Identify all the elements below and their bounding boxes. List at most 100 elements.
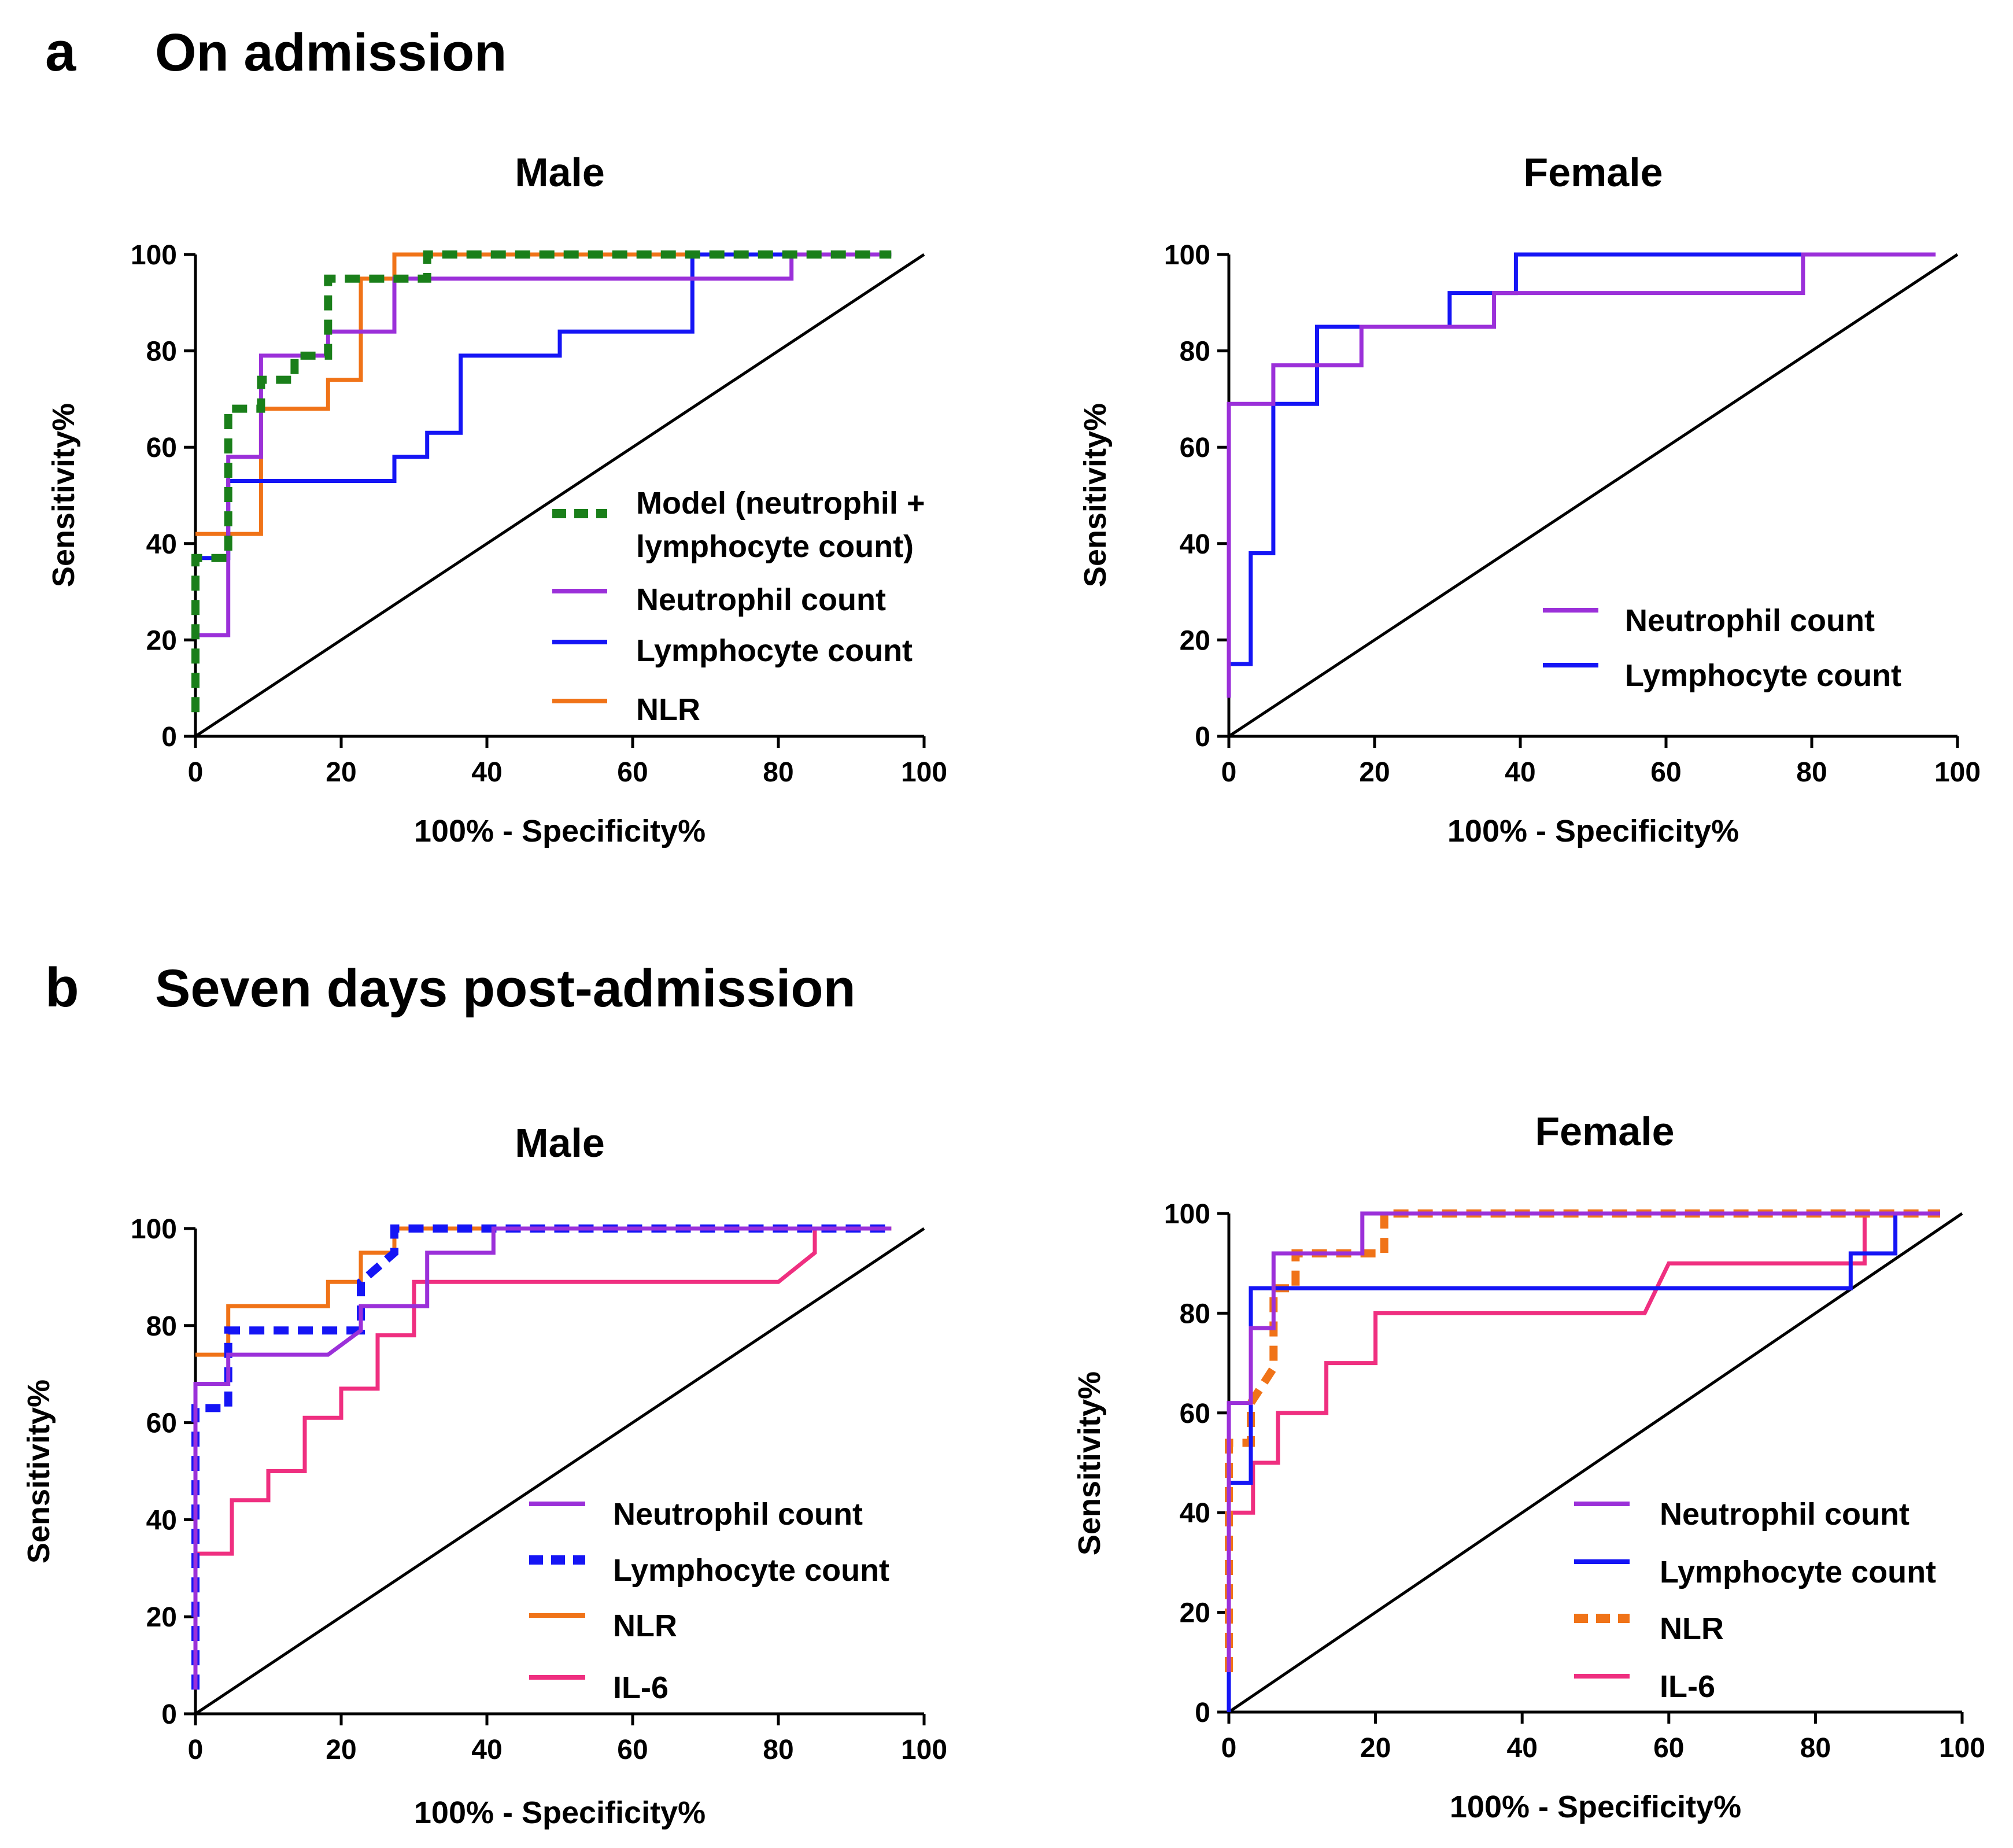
series-line-lymphocyte-count bbox=[195, 252, 892, 560]
y-tick-label: 100 bbox=[1164, 1199, 1210, 1230]
y-axis-label: Sensitivity% bbox=[1072, 1371, 1107, 1555]
x-tick-label: 0 bbox=[1221, 757, 1237, 788]
series-line-nlr bbox=[195, 1226, 892, 1357]
series-line-nlr bbox=[1225, 1209, 1940, 1672]
reference-diagonal bbox=[194, 253, 925, 738]
series-line-model-neutrophil-lymphocyte-count bbox=[191, 250, 892, 713]
x-tick-label: 100 bbox=[901, 1735, 947, 1765]
y-tick-label: 0 bbox=[161, 722, 177, 753]
series-line-neutrophil-count bbox=[1227, 1211, 1940, 1672]
x-tick-label: 80 bbox=[763, 1735, 793, 1765]
legend-label: Neutrophil count bbox=[613, 1497, 863, 1532]
y-tick-label: 0 bbox=[1195, 1698, 1210, 1728]
reference-diagonal bbox=[1228, 253, 1959, 738]
y-tick-label: 100 bbox=[131, 240, 177, 271]
x-tick-label: 20 bbox=[326, 1735, 356, 1765]
series-line-il-6 bbox=[1229, 1211, 1938, 1515]
y-tick-label: 40 bbox=[1180, 1498, 1210, 1529]
series-line-lymphocyte-count bbox=[1229, 252, 1803, 666]
legend-label: Neutrophil count bbox=[1660, 1497, 1909, 1532]
panel-letter-a: a bbox=[45, 21, 76, 83]
x-axis-label: 100% - Specificity% bbox=[414, 1795, 706, 1830]
x-tick-label: 100 bbox=[1939, 1733, 1985, 1764]
y-tick-label: 60 bbox=[1180, 1399, 1210, 1429]
y-tick-label: 80 bbox=[1180, 337, 1210, 367]
series-line-neutrophil-count bbox=[1227, 252, 1936, 698]
series-line-neutrophil-count bbox=[195, 252, 892, 637]
y-tick-label: 0 bbox=[161, 1699, 177, 1730]
legend-label: Lymphocyte count bbox=[636, 633, 913, 668]
x-tick-label: 40 bbox=[471, 1735, 502, 1765]
chart-title: Male bbox=[515, 150, 605, 195]
y-tick-label: 40 bbox=[1180, 529, 1210, 560]
x-tick-label: 20 bbox=[1359, 757, 1390, 788]
y-axis-label: Sensitivity% bbox=[46, 403, 81, 587]
y-tick-label: 80 bbox=[1180, 1299, 1210, 1329]
legend-label: Lymphocyte count bbox=[613, 1553, 889, 1588]
y-tick-label: 0 bbox=[1195, 722, 1210, 753]
chart-a-female: Female 0 20 40 60 80 100 0 20 40 60 80 100 100% - Spe… bbox=[1078, 150, 1981, 849]
y-tick-label: 60 bbox=[1180, 433, 1210, 463]
reference-diagonal bbox=[194, 1227, 925, 1716]
section-title-a: On admission bbox=[155, 23, 507, 82]
legend-label: NLR bbox=[613, 1609, 677, 1643]
x-tick-label: 0 bbox=[188, 757, 204, 788]
legend-label: NLR bbox=[636, 692, 700, 727]
legend-label: Model (neutrophil + bbox=[636, 486, 925, 521]
x-tick-label: 100 bbox=[901, 757, 947, 788]
legend-label: IL-6 bbox=[1660, 1669, 1715, 1704]
x-tick-label: 60 bbox=[1650, 757, 1681, 788]
x-axis-label: 100% - Specificity% bbox=[1450, 1790, 1741, 1824]
series-line-lymphocyte-count bbox=[191, 1224, 892, 1690]
series-line-nlr bbox=[195, 252, 892, 536]
chart-title: Female bbox=[1535, 1109, 1674, 1154]
y-tick-label: 100 bbox=[131, 1214, 177, 1245]
chart-a-male: Male 0 20 40 60 80 100 0 20 40 60 80 100 100% - Speci… bbox=[46, 150, 947, 849]
x-tick-label: 0 bbox=[1221, 1733, 1237, 1764]
x-axis-label: 100% - Specificity% bbox=[414, 814, 706, 849]
x-tick-label: 20 bbox=[326, 757, 356, 788]
legend-label: Neutrophil count bbox=[636, 582, 886, 617]
y-tick-label: 40 bbox=[146, 529, 177, 560]
series-line-lymphocyte-count bbox=[1227, 1211, 1940, 1712]
y-tick-label: 100 bbox=[1164, 240, 1210, 271]
y-tick-label: 40 bbox=[146, 1505, 177, 1536]
x-tick-label: 80 bbox=[763, 757, 793, 788]
y-tick-label: 20 bbox=[146, 625, 177, 656]
x-tick-label: 0 bbox=[188, 1735, 204, 1765]
x-tick-label: 60 bbox=[617, 1735, 648, 1765]
x-tick-label: 80 bbox=[1800, 1733, 1831, 1764]
x-tick-label: 40 bbox=[471, 757, 502, 788]
x-tick-label: 40 bbox=[1507, 1733, 1538, 1764]
section-title-b: Seven days post-admission bbox=[155, 959, 856, 1018]
chart-b-male: Male 0 20 40 60 80 100 0 20 40 60 80 100 100% - Speci… bbox=[21, 1120, 947, 1830]
legend-label: Neutrophil count bbox=[1625, 603, 1875, 638]
x-tick-label: 100 bbox=[1934, 757, 1981, 788]
x-axis-label: 100% - Specificity% bbox=[1447, 814, 1739, 849]
y-axis-label: Sensitivity% bbox=[1078, 403, 1113, 587]
legend-label: NLR bbox=[1660, 1611, 1724, 1646]
chart-title: Male bbox=[515, 1120, 605, 1165]
y-tick-label: 20 bbox=[1180, 1598, 1210, 1629]
reference-diagonal bbox=[1228, 1212, 1963, 1714]
x-tick-label: 20 bbox=[1360, 1733, 1391, 1764]
legend-label: IL-6 bbox=[613, 1670, 668, 1705]
chart-b-female: Female 0 20 40 60 80 100 0 20 40 60 80 100 100% - Spe… bbox=[1072, 1109, 1985, 1824]
x-tick-label: 80 bbox=[1796, 757, 1827, 788]
y-axis-label: Sensitivity% bbox=[21, 1379, 56, 1563]
y-tick-label: 60 bbox=[146, 433, 177, 463]
y-tick-label: 80 bbox=[146, 1311, 177, 1342]
x-tick-label: 60 bbox=[1653, 1733, 1684, 1764]
x-tick-label: 60 bbox=[617, 757, 648, 788]
y-tick-label: 20 bbox=[146, 1602, 177, 1633]
series-line-neutrophil-count bbox=[193, 1226, 892, 1690]
x-tick-label: 40 bbox=[1505, 757, 1535, 788]
y-tick-label: 20 bbox=[1180, 625, 1210, 656]
y-tick-label: 60 bbox=[146, 1408, 177, 1439]
y-tick-label: 80 bbox=[146, 337, 177, 367]
series-line-il-6 bbox=[195, 1226, 888, 1556]
legend-label: Lymphocyte count bbox=[1660, 1555, 1936, 1589]
panel-letter-b: b bbox=[45, 957, 79, 1019]
legend-label: Lymphocyte count bbox=[1625, 658, 1901, 693]
